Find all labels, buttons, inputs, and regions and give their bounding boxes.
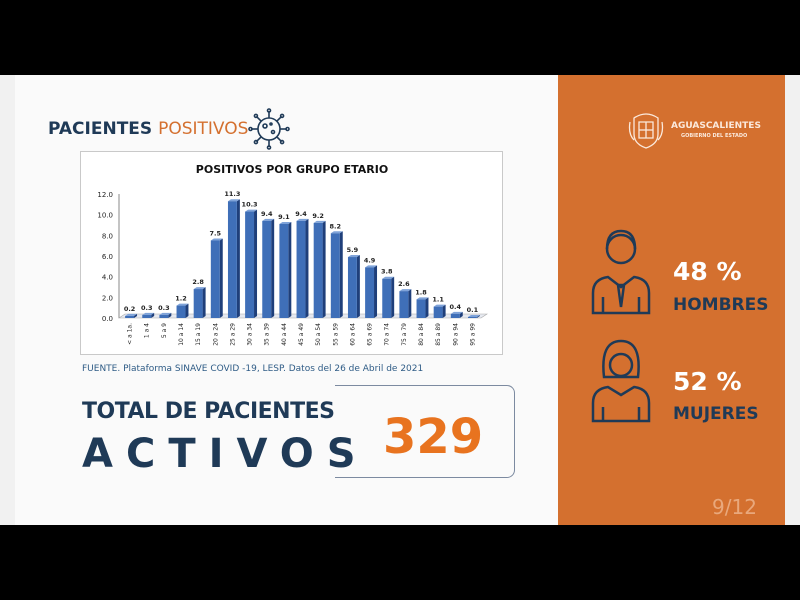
x-tick-label: 40 a 44 — [281, 323, 288, 346]
chart-panel: POSITIVOS POR GRUPO ETARIO 0.0 2.0 4.0 6.0 8… — [80, 151, 503, 355]
logo-subtitle: GOBIERNO DEL ESTADO — [681, 133, 748, 139]
bar — [313, 220, 326, 318]
data-label: 3.8 — [381, 268, 393, 276]
activos-label: ACTIVOS — [82, 431, 369, 477]
virus-icon — [248, 108, 290, 150]
data-label: 9.2 — [312, 212, 324, 220]
data-label: 2.8 — [192, 278, 204, 286]
x-tick-label: 50 a 54 — [315, 323, 322, 346]
source-note: FUENTE. Plataforma SINAVE COVID -19, LES… — [82, 364, 424, 374]
y-tick-label: 4.0 — [102, 274, 113, 282]
man-icon — [591, 229, 651, 315]
woman-icon — [591, 339, 651, 423]
bar — [433, 304, 446, 318]
x-tick-label: 70 a 74 — [384, 323, 391, 346]
slide: PACIENTES POSITIVOS POSITIVOS POR GRUPO … — [0, 75, 800, 525]
data-label: 0.4 — [450, 303, 462, 311]
y-tick-label: 6.0 — [102, 253, 113, 261]
total-box — [335, 385, 515, 478]
bar — [176, 303, 189, 318]
x-tick-label: 35 a 39 — [264, 323, 271, 346]
men-label: HOMBRES — [673, 295, 769, 315]
x-tick-label: 80 a 84 — [418, 323, 425, 346]
data-label: 10.3 — [242, 201, 258, 209]
data-label: 11.3 — [224, 190, 240, 198]
x-tick-label: 55 a 59 — [332, 323, 339, 346]
data-label: 1.1 — [432, 296, 444, 304]
bar — [347, 255, 360, 318]
bar — [365, 265, 378, 318]
data-label: 5.9 — [347, 246, 359, 254]
age-group-bar-chart: POSITIVOS POR GRUPO ETARIO 0.0 2.0 4.0 6.0 8… — [97, 163, 488, 346]
x-tick-label: 45 a 49 — [298, 323, 305, 346]
x-tick-label: 15 a 19 — [195, 323, 202, 346]
data-label: 1.2 — [175, 295, 187, 303]
men-percent: 48 % — [673, 257, 742, 286]
chart-title: POSITIVOS POR GRUPO ETARIO — [196, 163, 388, 176]
data-label: 0.1 — [467, 306, 479, 314]
data-label: 4.9 — [364, 256, 376, 264]
page-number: 9/12 — [712, 495, 757, 519]
women-label: MUJERES — [673, 404, 759, 424]
data-label: 8.2 — [330, 222, 342, 230]
bar — [210, 238, 223, 318]
y-tick-label: 10.0 — [97, 212, 113, 220]
bar — [125, 313, 138, 318]
x-tick-label: 10 a 14 — [178, 323, 185, 346]
bar — [245, 209, 258, 318]
women-percent: 52 % — [673, 367, 742, 396]
data-label: 9.4 — [261, 210, 273, 218]
data-label: 7.5 — [210, 230, 222, 238]
bar — [467, 314, 480, 318]
right-panel — [558, 75, 785, 525]
bar — [262, 218, 275, 318]
x-tick-label: 65 a 69 — [367, 323, 374, 346]
y-tick-label: 0.0 — [102, 315, 113, 323]
x-tick-label: 60 a 64 — [349, 323, 356, 346]
title-part-2: POSITIVOS — [158, 119, 249, 139]
bar — [296, 218, 309, 318]
x-tick-label: 95 a 99 — [469, 323, 476, 346]
x-tick-label: 75 a 79 — [401, 323, 408, 346]
x-tick-label: 85 a 89 — [435, 323, 442, 346]
bar — [399, 289, 412, 318]
coat-of-arms-logo — [628, 113, 664, 149]
bar — [416, 297, 429, 318]
data-label: 0.3 — [158, 304, 170, 312]
data-label: 9.1 — [278, 213, 290, 221]
bar — [330, 231, 343, 318]
y-tick-label: 12.0 — [97, 191, 113, 199]
page-title: PACIENTES POSITIVOS — [48, 119, 248, 139]
data-label: 0.3 — [141, 304, 153, 312]
x-tick-label: < a 1a. — [127, 323, 134, 345]
bar — [382, 276, 395, 318]
x-tick-label: 90 a 94 — [452, 323, 459, 346]
data-label: 0.2 — [124, 305, 136, 313]
bar — [142, 312, 155, 318]
bar — [159, 312, 172, 318]
bar — [227, 199, 240, 318]
x-tick-label: 30 a 34 — [247, 323, 254, 346]
x-tick-label: 20 a 24 — [212, 323, 219, 346]
total-label: TOTAL DE PACIENTES — [82, 399, 335, 424]
title-part-1: PACIENTES — [48, 119, 153, 139]
total-value: 329 — [383, 409, 484, 465]
bar — [450, 311, 463, 318]
bar — [279, 221, 292, 318]
y-tick-label: 8.0 — [102, 232, 113, 240]
data-label: 2.6 — [398, 280, 410, 288]
data-label: 9.4 — [295, 210, 307, 218]
bar — [193, 287, 206, 318]
x-tick-label: 25 a 29 — [229, 323, 236, 346]
x-tick-label: 1 a 4 — [144, 323, 151, 338]
x-tick-label: 5 a 9 — [161, 323, 168, 338]
data-label: 1.8 — [415, 288, 427, 296]
y-tick-label: 2.0 — [102, 294, 113, 302]
logo-name: AGUASCALIENTES — [671, 121, 761, 131]
